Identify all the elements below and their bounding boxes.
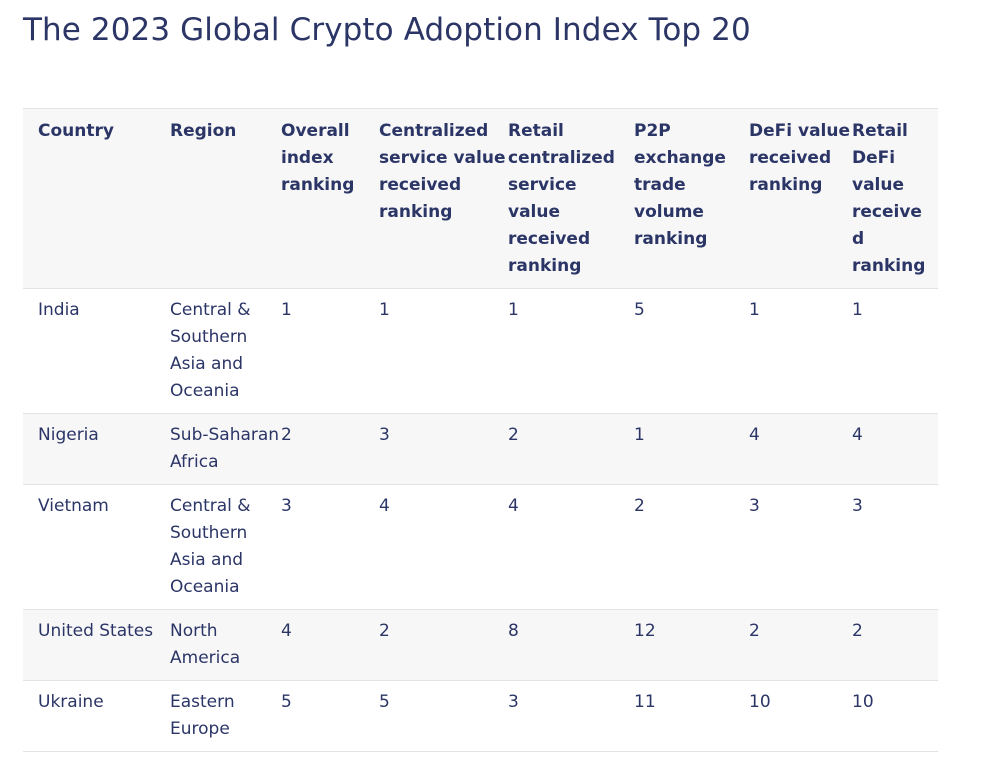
adoption-index-table-container: Country Region Overall index ranking Cen…: [23, 108, 938, 752]
cell-p2p-rank: 5: [634, 300, 645, 320]
cell-retail-centralized-rank: 8: [508, 621, 519, 641]
cell-overall-rank: 3: [281, 496, 292, 516]
cell-centralized-rank: 1: [379, 300, 390, 320]
cell-region: North America: [170, 621, 241, 668]
cell-region: Eastern Europe: [170, 692, 235, 739]
header-retail-centralized-ranking: Retail centralized service value receive…: [508, 121, 615, 276]
cell-defi-rank: 2: [749, 621, 760, 641]
cell-retail-defi-rank: 2: [852, 621, 863, 641]
cell-country: United States: [38, 621, 154, 641]
header-country: Country: [38, 121, 114, 141]
cell-defi-rank: 10: [749, 692, 771, 712]
cell-retail-centralized-rank: 1: [508, 300, 519, 320]
cell-p2p-rank: 2: [634, 496, 645, 516]
cell-country: Vietnam: [38, 496, 109, 516]
cell-defi-rank: 3: [749, 496, 760, 516]
cell-p2p-rank: 11: [634, 692, 656, 712]
cell-retail-centralized-rank: 4: [508, 496, 519, 516]
cell-retail-defi-rank: 4: [852, 425, 863, 445]
header-region: Region: [170, 121, 237, 141]
cell-p2p-rank: 12: [634, 621, 656, 641]
cell-overall-rank: 1: [281, 300, 292, 320]
table-body: India Central & Southern Asia and Oceani…: [23, 288, 938, 752]
cell-centralized-rank: 5: [379, 692, 390, 712]
cell-region: Sub-Saharan Africa: [170, 425, 280, 472]
cell-retail-defi-rank: 1: [852, 300, 863, 320]
cell-retail-defi-rank: 3: [852, 496, 863, 516]
cell-country: Ukraine: [38, 692, 104, 712]
cell-overall-rank: 2: [281, 425, 292, 445]
cell-country: India: [38, 300, 80, 320]
cell-overall-rank: 4: [281, 621, 292, 641]
header-row: Country Region Overall index ranking Cen…: [23, 108, 938, 289]
table-row: India Central & Southern Asia and Oceani…: [23, 288, 938, 414]
table-row: Ukraine Eastern Europe 5 5 3 11 10 10: [23, 680, 938, 752]
header-retail-defi-ranking: Retail DeFi value received ranking: [852, 121, 926, 276]
header-defi-ranking: DeFi value received ranking: [749, 121, 851, 195]
header-centralized-service-ranking: Centralized service value received ranki…: [379, 121, 506, 222]
cell-retail-centralized-rank: 2: [508, 425, 519, 445]
cell-region: Central & Southern Asia and Oceania: [170, 300, 251, 401]
cell-centralized-rank: 2: [379, 621, 390, 641]
cell-retail-defi-rank: 10: [852, 692, 874, 712]
header-p2p-ranking: P2P exchange trade volume ranking: [634, 121, 726, 249]
cell-overall-rank: 5: [281, 692, 292, 712]
cell-country: Nigeria: [38, 425, 99, 445]
table-header: Country Region Overall index ranking Cen…: [23, 108, 938, 289]
cell-region: Central & Southern Asia and Oceania: [170, 496, 251, 597]
cell-centralized-rank: 3: [379, 425, 390, 445]
cell-centralized-rank: 4: [379, 496, 390, 516]
table-row: United States North America 4 2 8 12 2 2: [23, 609, 938, 681]
table-row: Vietnam Central & Southern Asia and Ocea…: [23, 484, 938, 610]
cell-defi-rank: 4: [749, 425, 760, 445]
cell-retail-centralized-rank: 3: [508, 692, 519, 712]
cell-defi-rank: 1: [749, 300, 760, 320]
page-title: The 2023 Global Crypto Adoption Index To…: [23, 12, 751, 48]
cell-p2p-rank: 1: [634, 425, 645, 445]
table-row: Nigeria Sub-Saharan Africa 2 3 2 1 4 4: [23, 413, 938, 485]
header-overall-index-ranking: Overall index ranking: [281, 121, 355, 195]
adoption-index-table: Country Region Overall index ranking Cen…: [23, 108, 938, 752]
